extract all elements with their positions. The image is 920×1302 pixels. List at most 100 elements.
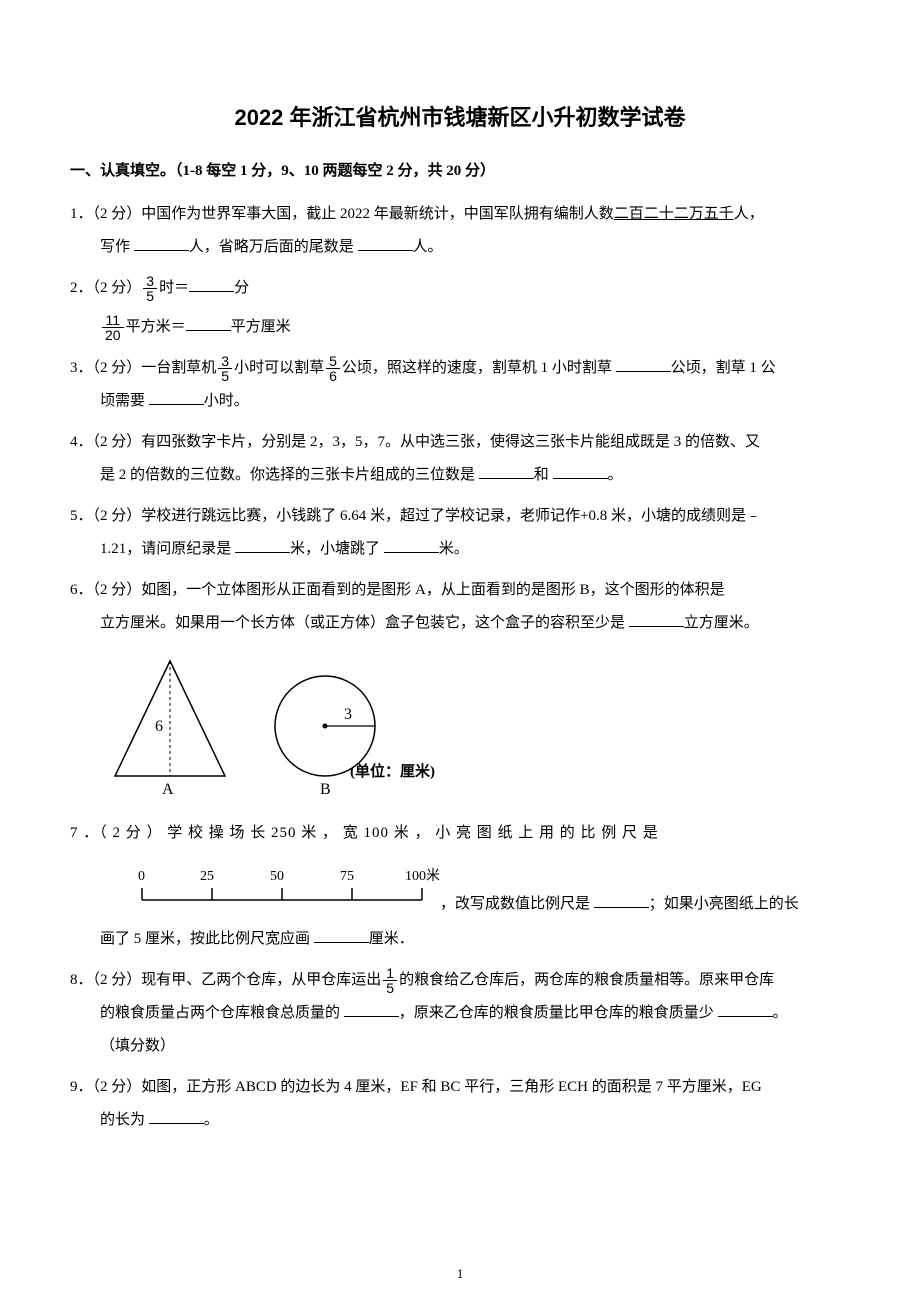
q9-line2: 的长为 。 <box>70 1104 850 1137</box>
q3-frac1: 35 <box>218 354 232 383</box>
q2-prefix: 2．（2 分） <box>70 280 141 296</box>
q7-scale-svg: 0 25 50 75 100米 <box>130 860 440 910</box>
q1-blank2 <box>358 235 413 251</box>
question-7: 7 ．（ 2 分 ） 学 校 操 场 长 250 米 ， 宽 100 米 ， 小… <box>70 817 850 956</box>
q8-fn: 1 <box>383 966 397 981</box>
q2-frac1: 35 <box>143 274 157 303</box>
q2-after1: 时＝ <box>159 280 189 296</box>
q5-l2a: 1.21，请问原纪录是 <box>100 541 235 557</box>
exam-page: 2022 年浙江省杭州市钱塘新区小升初数学试卷 一、认真填空。（1-8 每空 1… <box>0 0 920 1302</box>
q1-blank1 <box>134 235 189 251</box>
q4-blank2 <box>553 463 608 479</box>
q3-line2: 顷需要 小时。 <box>70 385 850 418</box>
q6-l2b: 立方厘米。 <box>684 615 759 631</box>
scale-tick-1: 25 <box>200 869 214 884</box>
q1-l2b: 人，省略万后面的尾数是 <box>189 239 358 255</box>
q6-line2: 立方厘米。如果用一个长方体（或正方体）盒子包装它，这个盒子的容积至少是 立方厘米… <box>70 607 850 640</box>
q8-l3: （填分数） <box>100 1038 175 1054</box>
q3-prefix: 3．（2 分）一台割草机 <box>70 360 216 376</box>
exam-title: 2022 年浙江省杭州市钱塘新区小升初数学试卷 <box>70 100 850 132</box>
question-8: 8．（2 分）现有甲、乙两个仓库，从甲仓库运出15的粮食给乙仓库后，两仓库的粮食… <box>70 964 850 1063</box>
q3-mid1: 小时可以割草 <box>234 360 324 376</box>
question-3: 3．（2 分）一台割草机35小时可以割草56公顷，照这样的速度，割草机 1 小时… <box>70 352 850 418</box>
scale-tick-0: 0 <box>138 869 145 884</box>
q7-line3: 画了 5 厘米，按此比例尺宽应画 厘米． <box>70 923 850 956</box>
circle-radius-label: 3 <box>344 706 352 723</box>
q6-unit-label: (单位：厘米) <box>350 762 435 780</box>
q8-line3: （填分数） <box>70 1030 850 1063</box>
q7-l3a: 画了 5 厘米，按此比例尺宽应画 <box>100 931 314 947</box>
q1-underlined: 二百二十二万五千 <box>614 206 734 222</box>
q6-blank1 <box>629 611 684 627</box>
q4-blank1 <box>479 463 534 479</box>
question-6: 6．（2 分）如图，一个立体图形从正面看到的是图形 A，从上面看到的是图形 B，… <box>70 574 850 809</box>
triangle-base-label: A <box>162 781 174 796</box>
q3-mid2: 公顷，照这样的速度，割草机 1 小时割草 <box>342 360 616 376</box>
q7-l1: 7 ．（ 2 分 ） 学 校 操 场 长 250 米 ， 宽 100 米 ， 小… <box>70 825 659 841</box>
q3-f1n: 3 <box>218 354 232 369</box>
q4-l2c: 。 <box>608 467 623 483</box>
q1-after1: 人， <box>734 206 764 222</box>
q2-unit1: 分 <box>234 280 249 296</box>
q6-svg: 6 A 3 B (单位：厘米) <box>100 646 440 796</box>
q5-blank2 <box>384 537 439 553</box>
q3-f1d: 5 <box>218 369 232 383</box>
question-9: 9．（2 分）如图，正方形 ABCD 的边长为 4 厘米，EF 和 BC 平行，… <box>70 1071 850 1137</box>
question-1: 1．（2 分）中国作为世界军事大国，截止 2022 年最新统计，中国军队拥有编制… <box>70 198 850 264</box>
q8-line2: 的粮食质量占两个仓库粮食总质量的 ，原来乙仓库的粮食质量比甲仓库的粮食质量少 。 <box>70 997 850 1030</box>
q6-l1: 6．（2 分）如图，一个立体图形从正面看到的是图形 A，从上面看到的是图形 B，… <box>70 582 725 598</box>
q7-scale-figure: 0 25 50 75 100米 <box>130 860 440 923</box>
q4-l1: 4．（2 分）有四张数字卡片，分别是 2，3，5，7。从中选三张，使得这三张卡片… <box>70 434 760 450</box>
q2-line2: 1120平方米＝ 平方厘米 <box>70 311 850 344</box>
q2-frac2: 1120 <box>102 313 124 342</box>
q2-frac2-den: 20 <box>102 328 124 342</box>
q7-after-scale-wrap: ，改写成数值比例尺是 ；如果小亮图纸上的长 <box>440 888 799 923</box>
q3-l2a: 顷需要 <box>100 393 149 409</box>
question-5: 5．（2 分）学校进行跳远比赛，小钱跳了 6.64 米，超过了学校记录，老师记作… <box>70 500 850 566</box>
q9-l1: 9．（2 分）如图，正方形 ABCD 的边长为 4 厘米，EF 和 BC 平行，… <box>70 1079 762 1095</box>
q3-blank2 <box>149 389 204 405</box>
scale-tick-3: 75 <box>340 869 354 884</box>
q1-text: 1．（2 分）中国作为世界军事大国，截止 2022 年最新统计，中国军队拥有编制… <box>70 206 614 222</box>
q5-l1: 5．（2 分）学校进行跳远比赛，小钱跳了 6.64 米，超过了学校记录，老师记作… <box>70 508 761 524</box>
q8-frac: 15 <box>383 966 397 995</box>
q1-l2c: 人。 <box>413 239 443 255</box>
triangle-height-label: 6 <box>155 718 163 735</box>
q3-l2b: 小时。 <box>204 393 249 409</box>
q9-l2b: 。 <box>204 1112 219 1128</box>
page-number: 1 <box>0 1266 920 1282</box>
q8-l2a: 的粮食质量占两个仓库粮食总质量的 <box>100 1005 344 1021</box>
q2-blank1 <box>189 276 234 292</box>
q4-l2a: 是 2 的倍数的三位数。你选择的三张卡片组成的三位数是 <box>100 467 479 483</box>
q2-frac1-den: 5 <box>143 289 157 303</box>
q9-l2a: 的长为 <box>100 1112 149 1128</box>
q8-l2c: 。 <box>773 1005 788 1021</box>
q3-f2n: 5 <box>326 354 340 369</box>
q2-unit2: 平方厘米 <box>231 319 291 335</box>
q2-frac2-num: 11 <box>102 313 124 328</box>
q8-fd: 5 <box>383 981 397 995</box>
q3-blank1 <box>616 356 671 372</box>
q4-l2b: 和 <box>534 467 553 483</box>
q5-blank1 <box>235 537 290 553</box>
q3-f2d: 6 <box>326 369 340 383</box>
q7-blank2 <box>314 927 369 943</box>
q6-figure: 6 A 3 B (单位：厘米) <box>100 646 850 809</box>
q3-frac2: 56 <box>326 354 340 383</box>
q8-blank1 <box>344 1001 399 1017</box>
q8-blank2 <box>718 1001 773 1017</box>
q2-after2: 平方米＝ <box>126 319 186 335</box>
q1-l2a: 写作 <box>100 239 134 255</box>
section-1-header: 一、认真填空。（1-8 每空 1 分，9、10 两题每空 2 分，共 20 分） <box>70 156 850 186</box>
q7-scale-row: 0 25 50 75 100米 ，改写成数值比例尺是 ；如果小亮图纸上的长 <box>70 850 850 923</box>
circle-base-label: B <box>320 781 331 796</box>
q8-l2b: ，原来乙仓库的粮食质量比甲仓库的粮食质量少 <box>399 1005 718 1021</box>
q6-l2a: 立方厘米。如果用一个长方体（或正方体）盒子包装它，这个盒子的容积至少是 <box>100 615 629 631</box>
q7-blank1 <box>594 892 649 908</box>
scale-tick-4: 100米 <box>405 868 440 884</box>
q7-l3b: 厘米． <box>369 931 414 947</box>
q9-blank1 <box>149 1108 204 1124</box>
q5-line2: 1.21，请问原纪录是 米，小塘跳了 米。 <box>70 533 850 566</box>
q2-blank2 <box>186 315 231 331</box>
q7-after-scale: ，改写成数值比例尺是 <box>440 896 594 912</box>
